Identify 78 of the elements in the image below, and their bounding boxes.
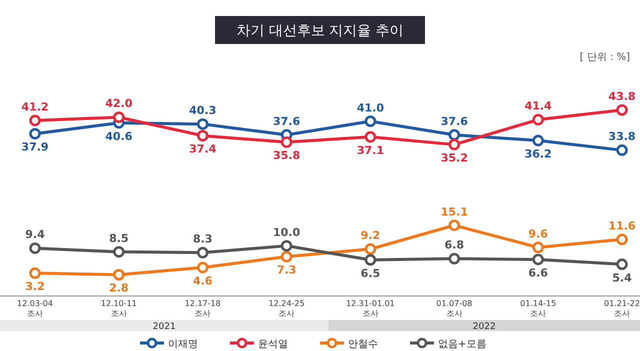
point — [113, 246, 125, 258]
data-label: 9.4 — [25, 228, 46, 242]
data-label: 35.8 — [273, 149, 300, 162]
text: 2022 — [472, 322, 496, 332]
point — [616, 234, 628, 246]
point — [280, 136, 292, 148]
point — [29, 242, 41, 254]
data-label: 41.0 — [356, 101, 384, 114]
point — [532, 242, 544, 254]
point — [196, 262, 208, 274]
x-tick-label: 12.24-25 조사 — [268, 299, 305, 318]
point — [616, 144, 628, 156]
point — [616, 104, 628, 116]
data-label: 2.8 — [109, 282, 129, 295]
point — [280, 250, 292, 262]
data-label: 6.5 — [360, 266, 380, 280]
data-label: 8.5 — [109, 232, 129, 245]
point — [196, 246, 208, 258]
point — [532, 134, 544, 146]
x-tick-label: 01.07-08 조사 — [436, 299, 472, 318]
point — [364, 116, 376, 127]
x-tick-label: 01.21-22 조사 — [604, 299, 640, 318]
point — [532, 114, 544, 126]
data-label: 6.6 — [528, 266, 548, 280]
data-label: 3.2 — [25, 280, 45, 294]
data-label: 8.3 — [192, 232, 212, 246]
data-label: 11.6 — [608, 219, 636, 232]
text: [ 단위 : %] — [580, 52, 630, 63]
point — [448, 129, 460, 141]
point — [29, 128, 41, 140]
data-label: 37.1 — [356, 144, 384, 157]
data-label: 9.2 — [360, 229, 380, 242]
x-tick-label: 12.10-11 조사 — [100, 299, 137, 318]
chart-title: 차기 대선후보 지지율 추이 — [236, 23, 404, 39]
data-label: 37.6 — [273, 114, 300, 128]
data-label: 5.4 — [612, 271, 632, 284]
data-label: 33.8 — [608, 130, 636, 144]
data-label: 6.8 — [444, 238, 464, 252]
legend-label: 없음+모름 — [438, 339, 486, 350]
data-label: 35.2 — [440, 152, 468, 165]
point — [448, 252, 460, 264]
point — [29, 267, 41, 279]
point — [196, 118, 208, 130]
point — [448, 138, 460, 150]
data-label: 43.8 — [608, 90, 636, 103]
data-label: 7.3 — [276, 264, 296, 277]
point — [532, 254, 544, 266]
x-tick-label: 01.14-15 조사 — [520, 299, 556, 318]
data-label: 41.2 — [21, 100, 49, 114]
point — [280, 240, 292, 252]
legend-label: 윤석열 — [258, 339, 288, 350]
point — [448, 220, 460, 232]
data-label: 40.6 — [105, 130, 133, 143]
data-label: 15.1 — [440, 205, 468, 218]
x-tick-label: 12.03-04 조사 — [17, 299, 53, 318]
data-label: 9.6 — [528, 227, 548, 240]
data-label: 37.6 — [440, 114, 468, 128]
data-label: 36.2 — [524, 148, 552, 161]
text: 2021 — [152, 322, 176, 332]
point — [29, 114, 41, 126]
point — [196, 130, 208, 142]
legend-label: 이재명 — [168, 339, 198, 350]
data-label: 10.0 — [273, 226, 300, 239]
point — [364, 243, 376, 255]
point — [113, 111, 125, 123]
point — [616, 258, 628, 270]
data-label: 37.4 — [189, 142, 217, 156]
point — [364, 131, 376, 143]
data-label: 41.4 — [524, 100, 552, 113]
data-label: 42.0 — [105, 97, 133, 110]
x-tick-label: 12.31-01.01 조사 — [346, 299, 395, 318]
data-label: 37.9 — [21, 140, 49, 154]
point — [113, 269, 125, 280]
legend-label: 안철수 — [348, 339, 378, 350]
data-label: 40.3 — [189, 104, 216, 118]
point — [364, 254, 376, 266]
data-label: 4.6 — [192, 274, 213, 288]
x-tick-label: 12.17-18 조사 — [184, 299, 221, 318]
